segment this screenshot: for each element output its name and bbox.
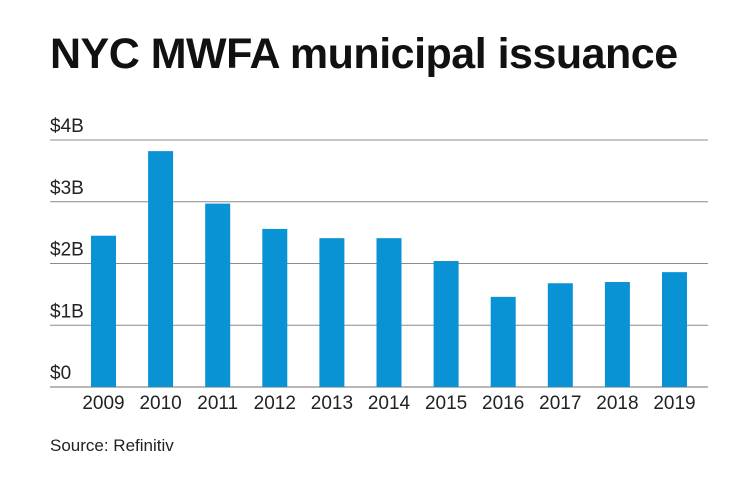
y-axis-ticks: $0 $1B $2B $3B $4B <box>50 116 84 384</box>
chart-title: NYC MWFA municipal issuance <box>50 30 678 78</box>
x-tick-label: 2012 <box>254 393 296 414</box>
bar-2018 <box>604 282 630 387</box>
bars <box>91 151 687 387</box>
y-tick-label: $2B <box>50 240 84 261</box>
y-tick-label: $3B <box>50 178 84 199</box>
source-note: Source: Refinitiv <box>50 436 174 455</box>
bar-2009 <box>91 235 116 387</box>
y-tick-label: $4B <box>50 116 84 137</box>
x-tick-label: 2011 <box>197 393 238 414</box>
x-tick-label: 2010 <box>139 393 181 414</box>
x-axis-ticks: 2009 2010 2011 2012 2013 2014 2015 2016 2017 2018… <box>82 393 695 414</box>
bar-2015 <box>433 261 459 387</box>
x-tick-label: 2015 <box>425 393 467 414</box>
bar-2011 <box>205 203 231 387</box>
bar-2010 <box>148 151 174 387</box>
y-tick-label: $0 <box>50 363 71 384</box>
x-tick-label: 2016 <box>482 393 524 414</box>
bar-2019 <box>662 272 687 387</box>
bar-2016 <box>490 296 516 387</box>
x-tick-label: 2009 <box>82 393 124 414</box>
bar-2012 <box>262 228 288 387</box>
x-tick-label: 2014 <box>368 393 411 414</box>
x-tick-label: 2013 <box>311 393 353 414</box>
bar-2017 <box>547 283 573 387</box>
x-tick-label: 2017 <box>539 393 581 414</box>
y-tick-label: $1B <box>50 301 84 322</box>
bar-2014 <box>376 238 402 387</box>
bar-2013 <box>319 238 345 387</box>
x-tick-label: 2018 <box>596 393 638 414</box>
x-tick-label: 2019 <box>653 393 695 414</box>
